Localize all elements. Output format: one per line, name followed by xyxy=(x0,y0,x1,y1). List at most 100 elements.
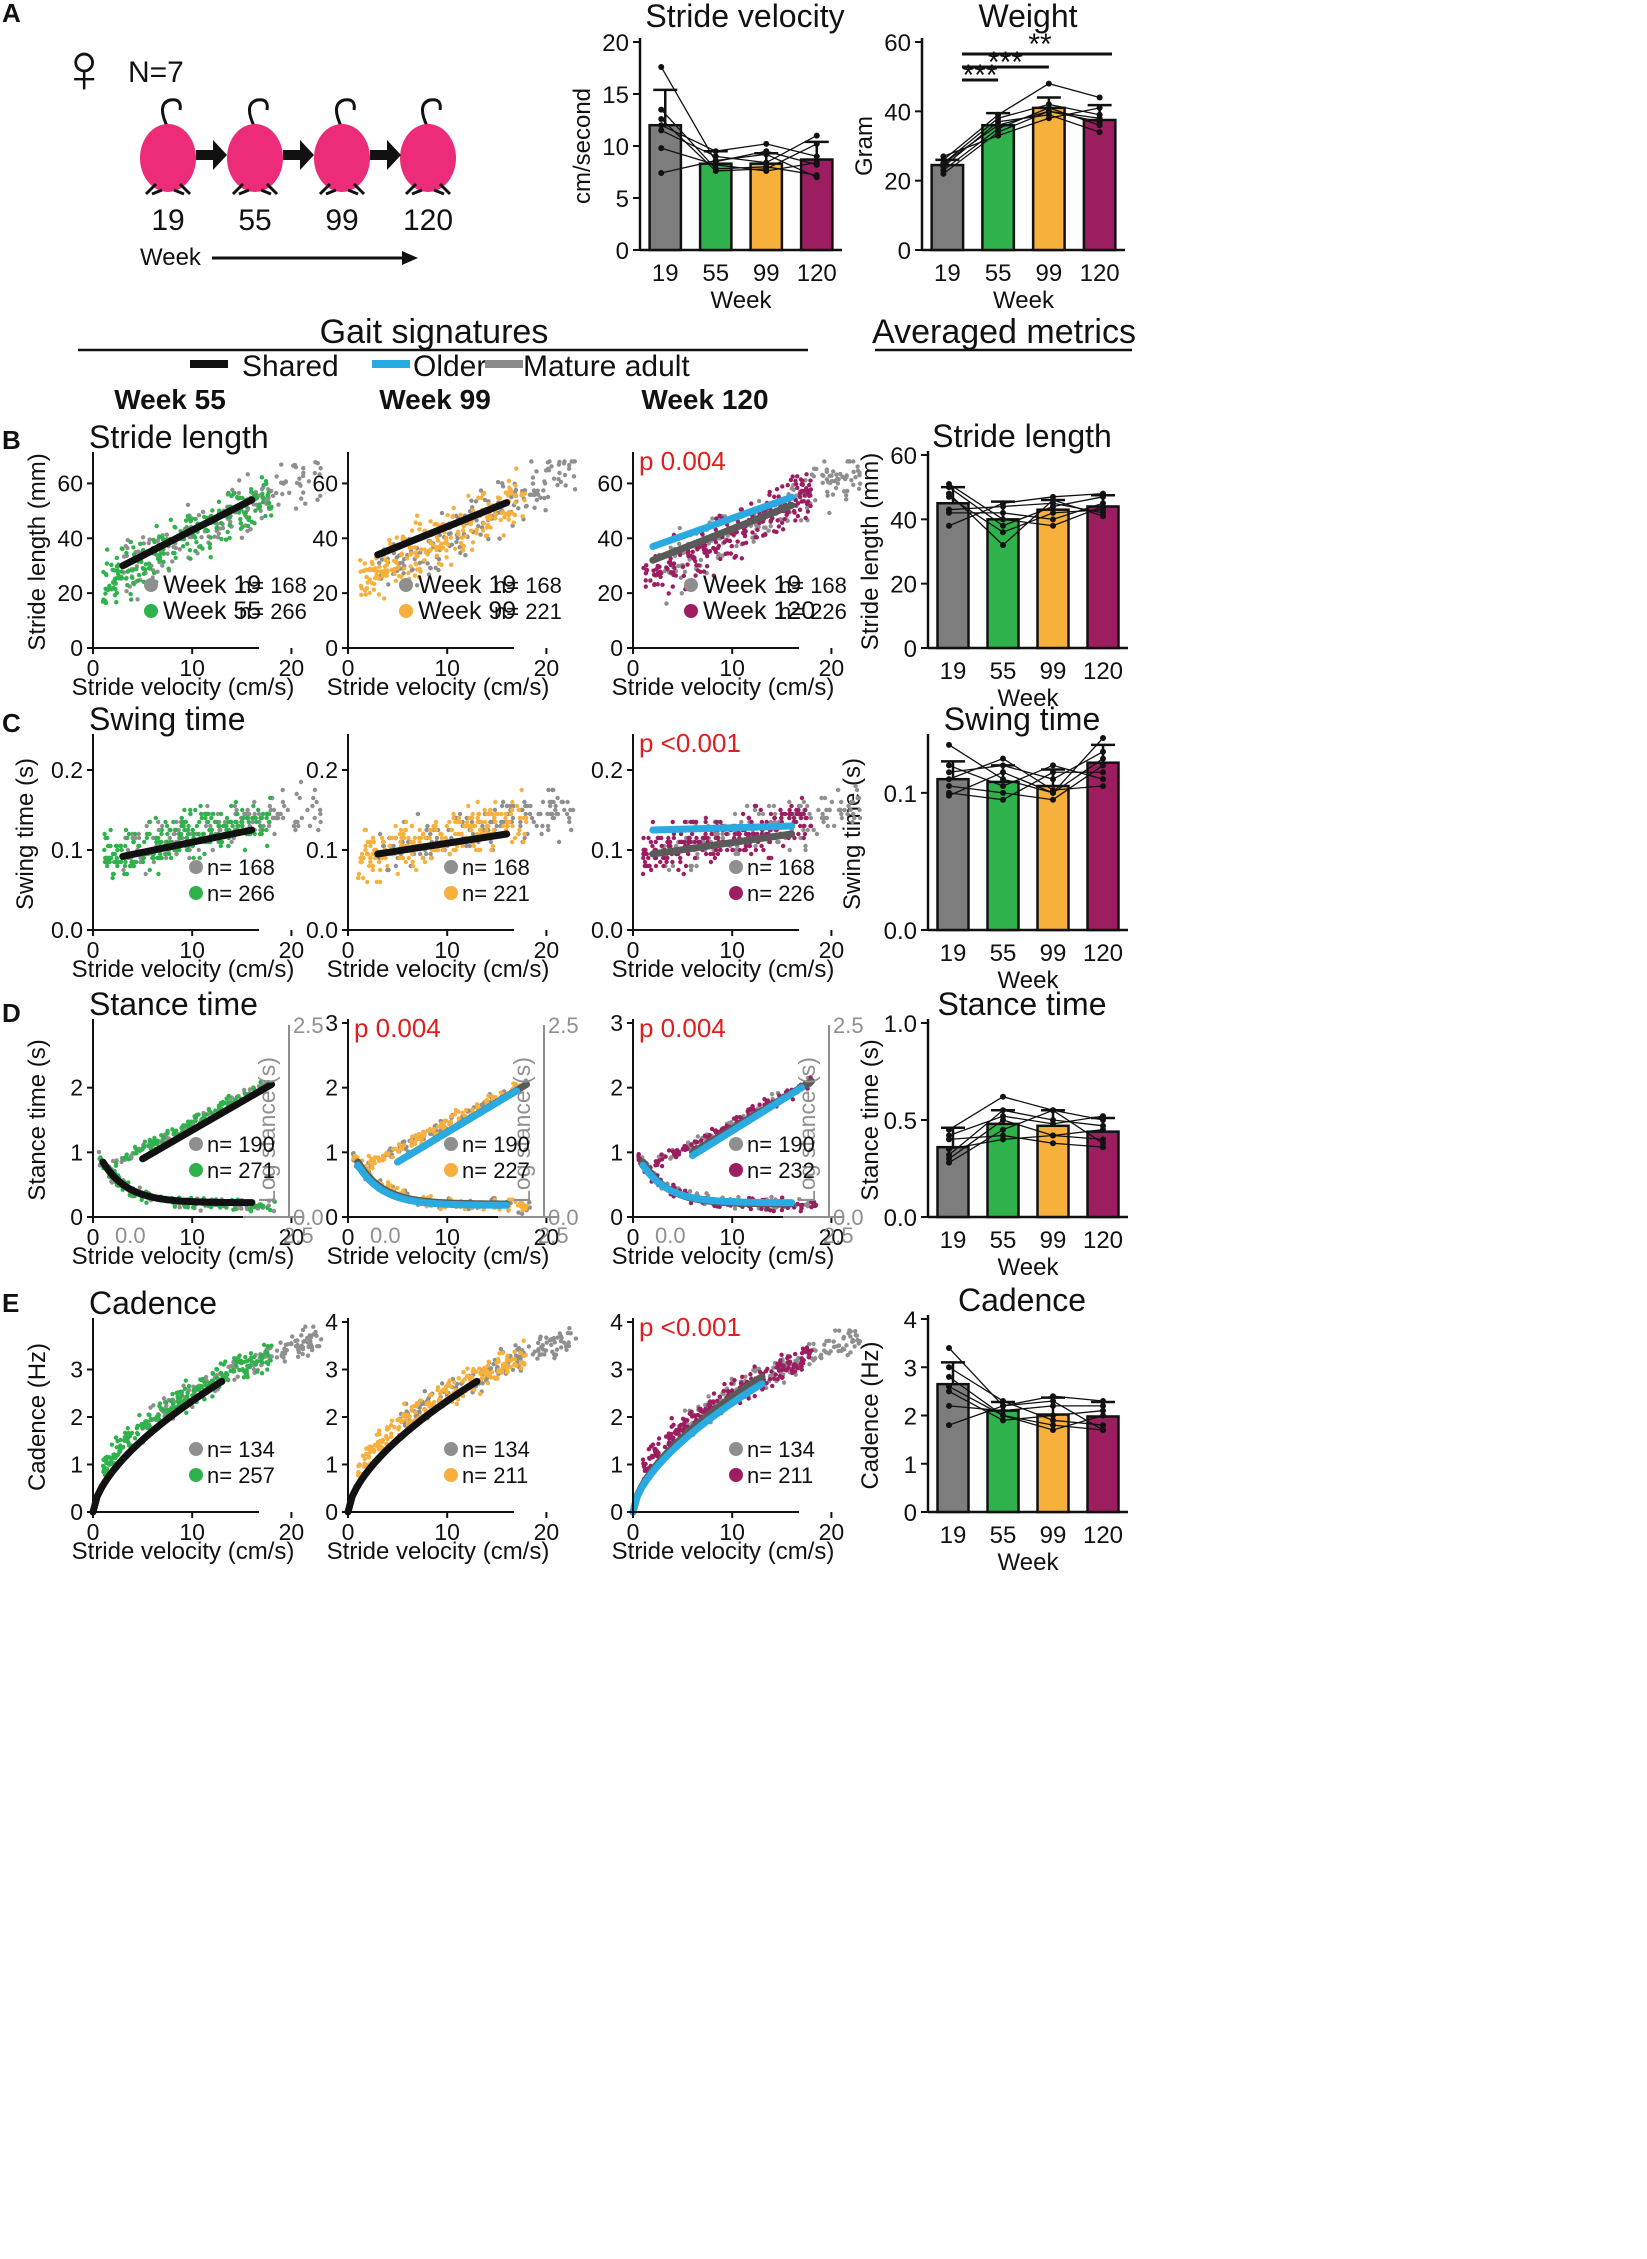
data-point-week-99 xyxy=(506,1197,512,1202)
data-point-week-99 xyxy=(467,815,472,821)
data-point-mature-adult xyxy=(549,1342,554,1348)
data-point-week-120 xyxy=(643,584,648,589)
data-point-week-55 xyxy=(222,1100,228,1106)
data-point-week-120 xyxy=(755,527,760,533)
data-point-mature-adult xyxy=(827,510,832,516)
data-point-mature-adult xyxy=(798,835,803,841)
subject-point xyxy=(946,783,952,789)
data-point-mature-adult xyxy=(290,1334,295,1339)
bar-week-99 xyxy=(1036,1124,1070,1219)
data-point-mature-adult xyxy=(538,495,543,500)
data-point-week-55 xyxy=(172,524,177,530)
data-point-week-120 xyxy=(643,578,648,583)
data-point-week-55 xyxy=(203,815,208,821)
data-point-week-99 xyxy=(447,851,453,857)
data-point-mature-adult xyxy=(292,823,297,829)
data-point-week-55 xyxy=(260,1360,265,1365)
x-tick-label: 20 xyxy=(279,937,305,963)
data-point-week-55 xyxy=(127,1193,132,1198)
data-point-week-55 xyxy=(264,1360,269,1365)
data-point-mature-adult xyxy=(217,827,222,833)
data-point-week-99 xyxy=(380,1158,385,1163)
data-point-week-99 xyxy=(470,508,476,513)
data-point-mature-adult xyxy=(826,807,832,813)
data-point-mature-adult xyxy=(768,523,773,529)
subject-point xyxy=(813,132,820,139)
bar-week-120 xyxy=(1086,761,1120,932)
legend-label-shared: Shared xyxy=(242,350,339,383)
x-tick-label: 19 xyxy=(940,1227,967,1254)
data-point-mature-adult xyxy=(199,534,204,540)
data-point-week-55 xyxy=(240,823,245,829)
week-label-19: 19 xyxy=(151,204,184,237)
data-point-week-55 xyxy=(133,859,139,865)
data-point-week-55 xyxy=(198,803,203,809)
data-point-mature-adult xyxy=(756,811,762,817)
fit-line-black xyxy=(374,499,511,559)
subject-point xyxy=(1000,509,1006,516)
data-point-mature-adult xyxy=(417,851,423,857)
data-point-mature-adult xyxy=(534,497,540,503)
data-point-week-99 xyxy=(367,1160,372,1165)
data-point-mature-adult xyxy=(744,803,750,809)
data-point-week-99 xyxy=(377,879,383,885)
data-point-mature-adult xyxy=(171,831,177,837)
data-point-week-120 xyxy=(666,591,671,596)
data-point-week-120 xyxy=(743,540,749,546)
data-point-week-99 xyxy=(456,532,461,537)
data-point-week-99 xyxy=(487,515,492,520)
data-point-mature-adult xyxy=(811,474,817,479)
data-point-week-120 xyxy=(732,831,737,837)
data-point-week-120 xyxy=(700,543,706,549)
y-axis-label: Stride length (mm) xyxy=(24,453,51,650)
data-point-mature-adult xyxy=(285,807,291,813)
subject-point xyxy=(1000,796,1006,803)
data-point-week-99 xyxy=(479,819,484,825)
data-point-week-120 xyxy=(687,835,692,841)
subject-point xyxy=(1100,762,1106,769)
data-point-week-55 xyxy=(190,1205,196,1210)
y-tick-label: 0.1 xyxy=(306,837,338,863)
data-point-week-55 xyxy=(202,851,207,857)
data-point-mature-adult xyxy=(480,823,485,829)
x-axis-label: Week xyxy=(711,287,773,314)
data-point-week-99 xyxy=(358,855,363,861)
subject-line xyxy=(948,1096,1104,1131)
data-point-week-99 xyxy=(417,527,422,532)
data-point-week-55 xyxy=(165,1128,170,1134)
data-point-week-99 xyxy=(492,815,497,821)
data-point-mature-adult xyxy=(215,811,221,817)
subject-point xyxy=(946,1159,952,1166)
subject-line xyxy=(948,1376,1104,1431)
data-point-mature-adult xyxy=(156,827,162,833)
data-point-mature-adult xyxy=(174,851,179,857)
data-point-week-55 xyxy=(154,1414,159,1420)
data-point-week-120 xyxy=(677,552,683,558)
data-point-mature-adult xyxy=(695,1134,701,1139)
data-point-mature-adult xyxy=(470,505,475,510)
data-point-week-99 xyxy=(409,851,415,857)
data-point-mature-adult xyxy=(136,835,142,841)
data-point-week-99 xyxy=(392,571,397,577)
data-point-week-55 xyxy=(141,839,147,845)
data-point-mature-adult xyxy=(241,1087,247,1093)
data-point-week-55 xyxy=(155,1141,160,1146)
data-point-week-120 xyxy=(659,1163,665,1169)
data-point-mature-adult xyxy=(303,501,308,506)
data-point-week-99 xyxy=(447,1122,452,1127)
data-point-week-99 xyxy=(503,490,508,495)
legend-n: n= 190 xyxy=(207,1132,275,1157)
data-point-week-120 xyxy=(805,509,811,514)
data-point-mature-adult xyxy=(386,867,391,873)
data-point-week-99 xyxy=(376,576,382,581)
data-point-week-99 xyxy=(377,564,382,569)
data-point-week-55 xyxy=(268,1358,273,1363)
y-tick-label: 0.1 xyxy=(884,781,917,808)
data-point-week-120 xyxy=(808,503,813,509)
data-point-week-99 xyxy=(370,1165,375,1171)
data-point-week-55 xyxy=(224,827,229,833)
data-point-week-55 xyxy=(232,490,237,496)
data-point-week-55 xyxy=(245,523,251,529)
x-tick-label: 0 xyxy=(87,655,100,681)
data-point-week-99 xyxy=(524,819,529,825)
